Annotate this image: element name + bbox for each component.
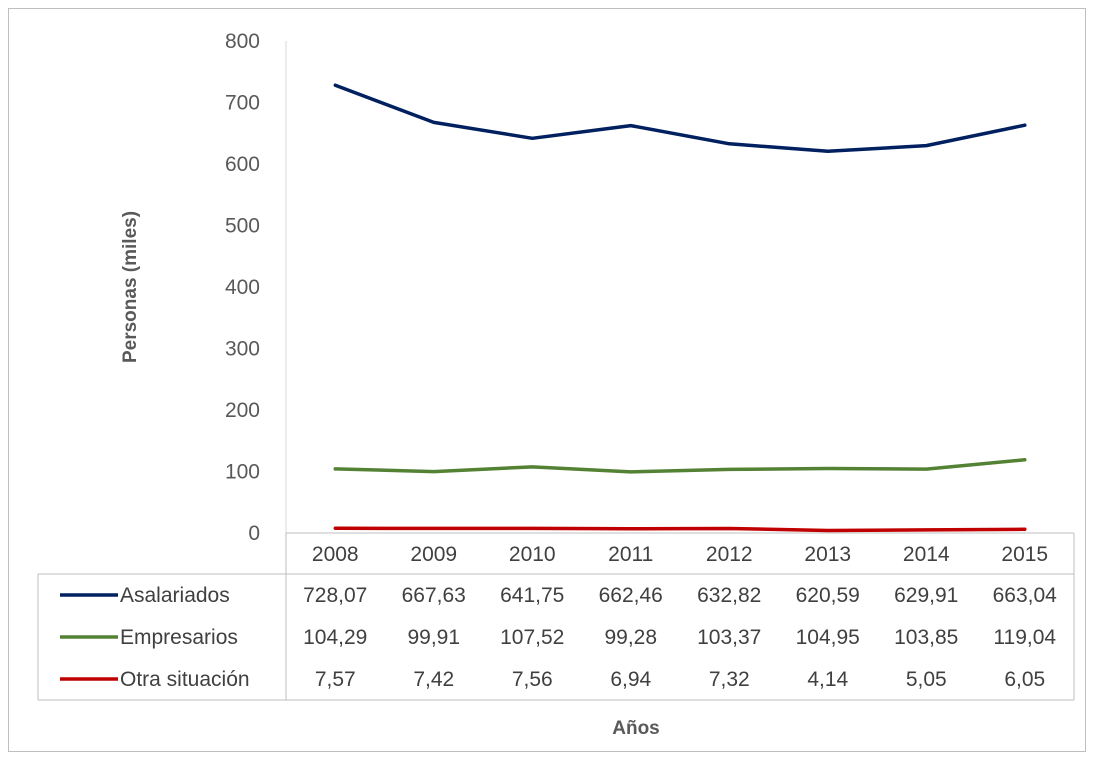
data-table-value: 632,82 xyxy=(697,584,761,607)
data-table-value: 7,42 xyxy=(413,668,454,691)
data-table-value: 641,75 xyxy=(500,584,564,607)
series-line xyxy=(333,458,1027,474)
data-table-value: 99,28 xyxy=(604,626,657,649)
x-tick-label: 2011 xyxy=(608,543,653,566)
data-table-value: 107,52 xyxy=(500,626,564,649)
y-axis-title: Personas (miles) xyxy=(120,211,141,363)
data-table-value: 103,85 xyxy=(894,626,958,649)
x-tick-label: 2009 xyxy=(410,543,457,566)
data-table-value: 6,94 xyxy=(610,668,651,691)
legend-label: Empresarios xyxy=(120,626,238,649)
y-tick-label: 800 xyxy=(225,30,260,53)
data-table-value: 99,91 xyxy=(407,626,460,649)
data-table-value: 728,07 xyxy=(303,584,367,607)
chart-area xyxy=(8,8,1086,752)
y-tick-label: 700 xyxy=(225,92,260,115)
x-tick-label: 2013 xyxy=(804,543,851,566)
y-tick-label: 600 xyxy=(225,153,260,176)
y-tick-label: 100 xyxy=(225,461,260,484)
data-table-value: 7,57 xyxy=(315,668,356,691)
data-table-value: 663,04 xyxy=(993,584,1058,607)
y-tick-label: 400 xyxy=(225,276,260,299)
legend-label: Otra situación xyxy=(120,668,250,691)
data-table-value: 620,59 xyxy=(796,584,860,607)
y-tick-label: 200 xyxy=(225,399,260,422)
data-table-value: 103,37 xyxy=(697,626,761,649)
data-table-value: 7,32 xyxy=(709,668,750,691)
x-tick-label: 2012 xyxy=(706,543,753,566)
data-table-value: 119,04 xyxy=(993,626,1056,649)
x-tick-label: 2015 xyxy=(1001,543,1048,566)
y-tick-label: 0 xyxy=(248,522,260,545)
data-table-value: 4,14 xyxy=(807,668,848,691)
data-table-value: 662,46 xyxy=(599,584,663,607)
x-tick-label: 2010 xyxy=(509,543,556,566)
y-tick-label: 300 xyxy=(225,338,260,361)
data-table-value: 5,05 xyxy=(906,668,947,691)
data-table-value: 667,63 xyxy=(402,584,466,607)
data-table-value: 629,91 xyxy=(894,584,958,607)
data-table-value: 7,56 xyxy=(512,668,553,691)
data-table-value: 6,05 xyxy=(1004,668,1045,691)
series-line xyxy=(333,83,1027,154)
data-table-value: 104,95 xyxy=(796,626,860,649)
x-tick-label: 2014 xyxy=(903,543,950,566)
x-tick-label: 2008 xyxy=(312,543,359,566)
series-line xyxy=(333,526,1027,533)
y-tick-label: 500 xyxy=(225,215,260,238)
legend-label: Asalariados xyxy=(120,584,230,607)
x-axis-title: Años xyxy=(612,718,660,739)
data-table-value: 104,29 xyxy=(303,626,367,649)
